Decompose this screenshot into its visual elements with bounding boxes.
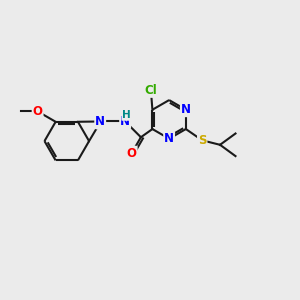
Text: O: O — [33, 105, 43, 118]
Text: S: S — [96, 116, 105, 128]
Text: O: O — [127, 147, 137, 160]
Text: Cl: Cl — [145, 84, 157, 97]
Text: N: N — [181, 103, 191, 116]
Text: H: H — [122, 110, 131, 120]
Text: N: N — [95, 115, 105, 128]
Text: S: S — [198, 134, 206, 147]
Text: N: N — [164, 132, 174, 145]
Text: N: N — [120, 115, 130, 128]
